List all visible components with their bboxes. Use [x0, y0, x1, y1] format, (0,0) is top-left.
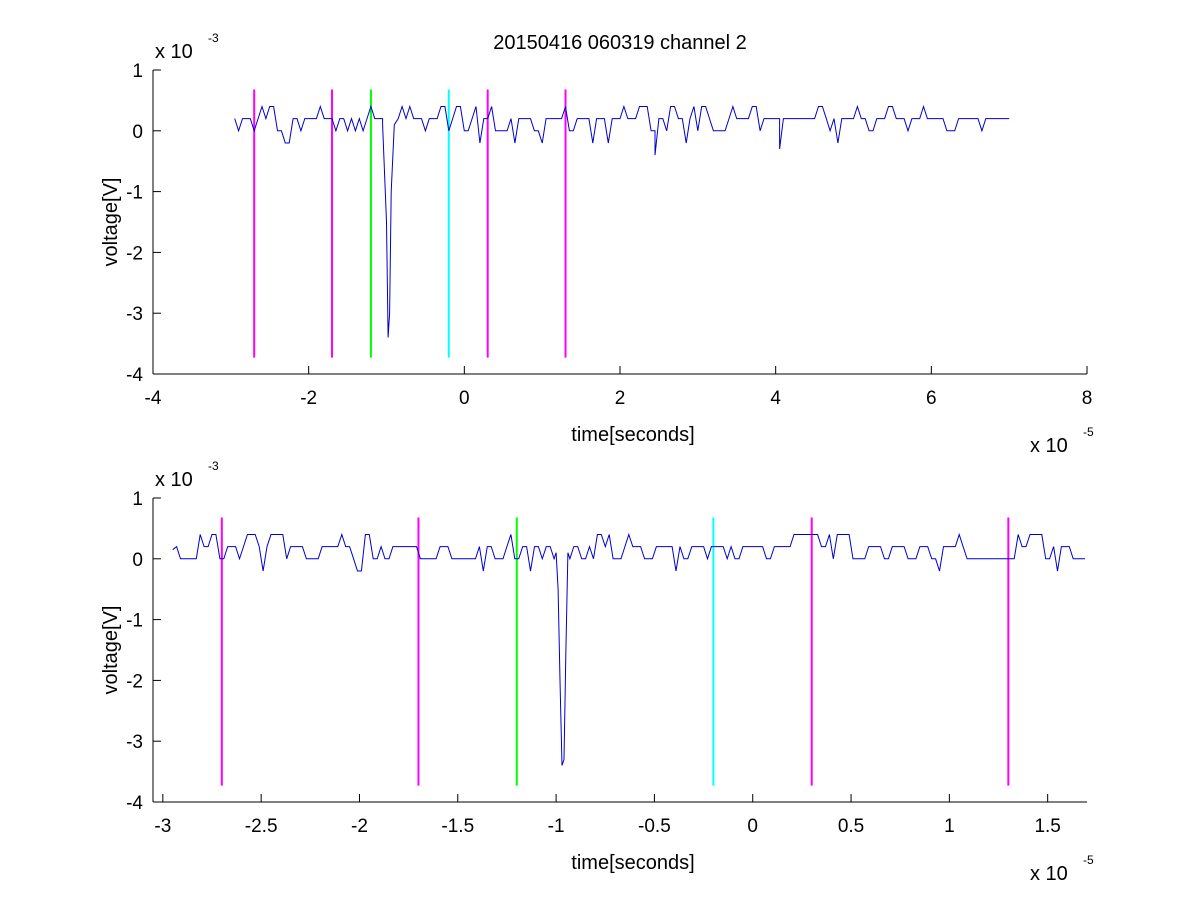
x-axis-label: time[seconds]	[571, 424, 694, 446]
figure-title: 20150416 060319 channel 2	[493, 32, 747, 54]
x-exponent-label: x 10	[1030, 863, 1068, 885]
x-tick-label: 0	[747, 816, 758, 837]
x-tick-label: -1.5	[441, 816, 474, 837]
y-tick-label: -2	[126, 671, 143, 692]
y-axis-label: voltage[V]	[100, 606, 122, 695]
y-exponent-power: -3	[208, 31, 219, 45]
x-exponent-power: -5	[1083, 853, 1094, 867]
x-tick-label: 4	[770, 388, 781, 409]
x-tick-label: -3	[154, 816, 171, 837]
y-tick-label: -2	[126, 243, 143, 264]
x-axis-label: time[seconds]	[571, 852, 694, 874]
y-tick-label: -4	[126, 365, 143, 386]
x-tick-label: 1	[944, 816, 955, 837]
y-tick-label: 0	[132, 122, 143, 143]
plot-top: -4 -3 -2 -1 0 1 -4 -2 0 2 4 6 8 time[seconds] voltage[…	[100, 31, 1094, 457]
x-tick-label: -0.5	[638, 816, 671, 837]
y-exponent-label: x 10	[155, 469, 193, 491]
y-tick-label: 1	[132, 61, 143, 82]
x-tick-label: 0	[459, 388, 470, 409]
x-tick-label: 0.5	[838, 816, 864, 837]
signal-trace	[172, 532, 1085, 766]
x-tick-label: -2	[300, 388, 317, 409]
x-tick-label: 6	[926, 388, 937, 409]
x-tick-label: 8	[1082, 388, 1093, 409]
x-tick-label: -2	[351, 816, 368, 837]
plot-bottom: -4 -3 -2 -1 0 1 -3 -2.5 -2 -1.5 -1 -0.5 0 0.5 1 1.5 time…	[100, 459, 1094, 885]
y-tick-label: 0	[132, 550, 143, 571]
x-exponent-power: -5	[1083, 425, 1094, 439]
y-tick-label: -3	[126, 304, 143, 325]
y-axis-label: voltage[V]	[100, 178, 122, 267]
x-tick-label: 2	[615, 388, 626, 409]
x-exponent-label: x 10	[1030, 435, 1068, 457]
y-tick-label: 1	[132, 489, 143, 510]
y-tick-label: -1	[126, 183, 143, 204]
y-exponent-label: x 10	[155, 41, 193, 63]
y-exponent-power: -3	[208, 459, 219, 473]
x-tick-label: -2.5	[245, 816, 278, 837]
signal-trace	[234, 104, 1010, 338]
y-tick-label: -1	[126, 611, 143, 632]
y-tick-label: -4	[126, 793, 143, 814]
x-tick-label: -1	[548, 816, 565, 837]
y-tick-label: -3	[126, 732, 143, 753]
x-tick-label: -4	[145, 388, 162, 409]
x-tick-label: 1.5	[1034, 816, 1060, 837]
